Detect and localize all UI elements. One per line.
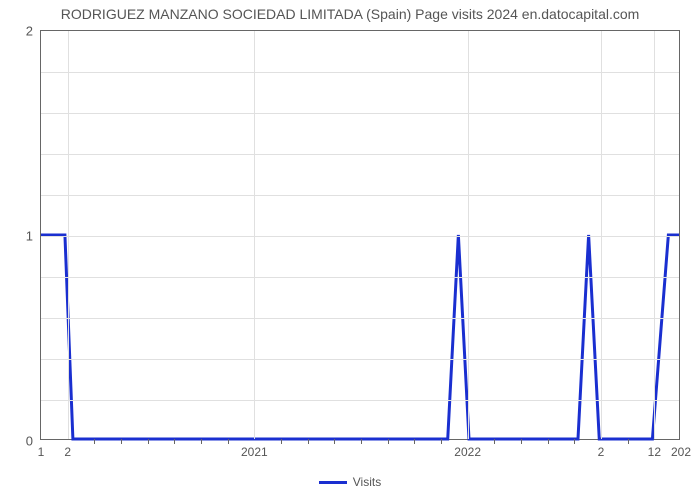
legend: Visits [0, 475, 700, 489]
x-tick-mark [308, 439, 309, 444]
gridline-h-minor [41, 400, 679, 401]
line-series [41, 31, 679, 439]
x-tick-mark [228, 439, 229, 444]
gridline-v [654, 31, 655, 439]
legend-swatch [319, 481, 347, 484]
gridline-h-minor [41, 72, 679, 73]
x-tick-mark [548, 439, 549, 444]
x-tick-mark [94, 439, 95, 444]
x-tick-label: 2 [598, 439, 605, 459]
x-tick-label: 2022 [454, 439, 481, 459]
x-tick-mark [574, 439, 575, 444]
x-tick-mark [388, 439, 389, 444]
x-tick-mark [521, 439, 522, 444]
gridline-h-minor [41, 195, 679, 196]
gridline-h [41, 236, 679, 237]
x-tick-mark [414, 439, 415, 444]
x-tick-mark [441, 439, 442, 444]
x-tick-label: 2 [64, 439, 71, 459]
x-tick-label: 1 [38, 439, 45, 459]
x-tick-mark [148, 439, 149, 444]
x-tick-label: 12 [648, 439, 661, 459]
y-tick-label: 2 [26, 24, 41, 39]
plot-area: 0121220212022212202 [40, 30, 680, 440]
x-tick-label: 202 [671, 439, 691, 459]
x-tick-mark [121, 439, 122, 444]
legend-label: Visits [353, 475, 381, 489]
y-tick-label: 1 [26, 229, 41, 244]
gridline-h-minor [41, 277, 679, 278]
gridline-h-minor [41, 113, 679, 114]
x-tick-mark [201, 439, 202, 444]
x-tick-mark [281, 439, 282, 444]
x-tick-label: 2021 [241, 439, 268, 459]
x-tick-mark [174, 439, 175, 444]
chart-title: RODRIGUEZ MANZANO SOCIEDAD LIMITADA (Spa… [0, 6, 700, 22]
x-tick-mark [494, 439, 495, 444]
gridline-h-minor [41, 154, 679, 155]
gridline-v [468, 31, 469, 439]
gridline-v [254, 31, 255, 439]
gridline-v [601, 31, 602, 439]
gridline-h-minor [41, 318, 679, 319]
x-tick-mark [361, 439, 362, 444]
chart-container: RODRIGUEZ MANZANO SOCIEDAD LIMITADA (Spa… [0, 0, 700, 500]
x-tick-mark [628, 439, 629, 444]
x-tick-mark [334, 439, 335, 444]
gridline-v [68, 31, 69, 439]
gridline-h-minor [41, 359, 679, 360]
